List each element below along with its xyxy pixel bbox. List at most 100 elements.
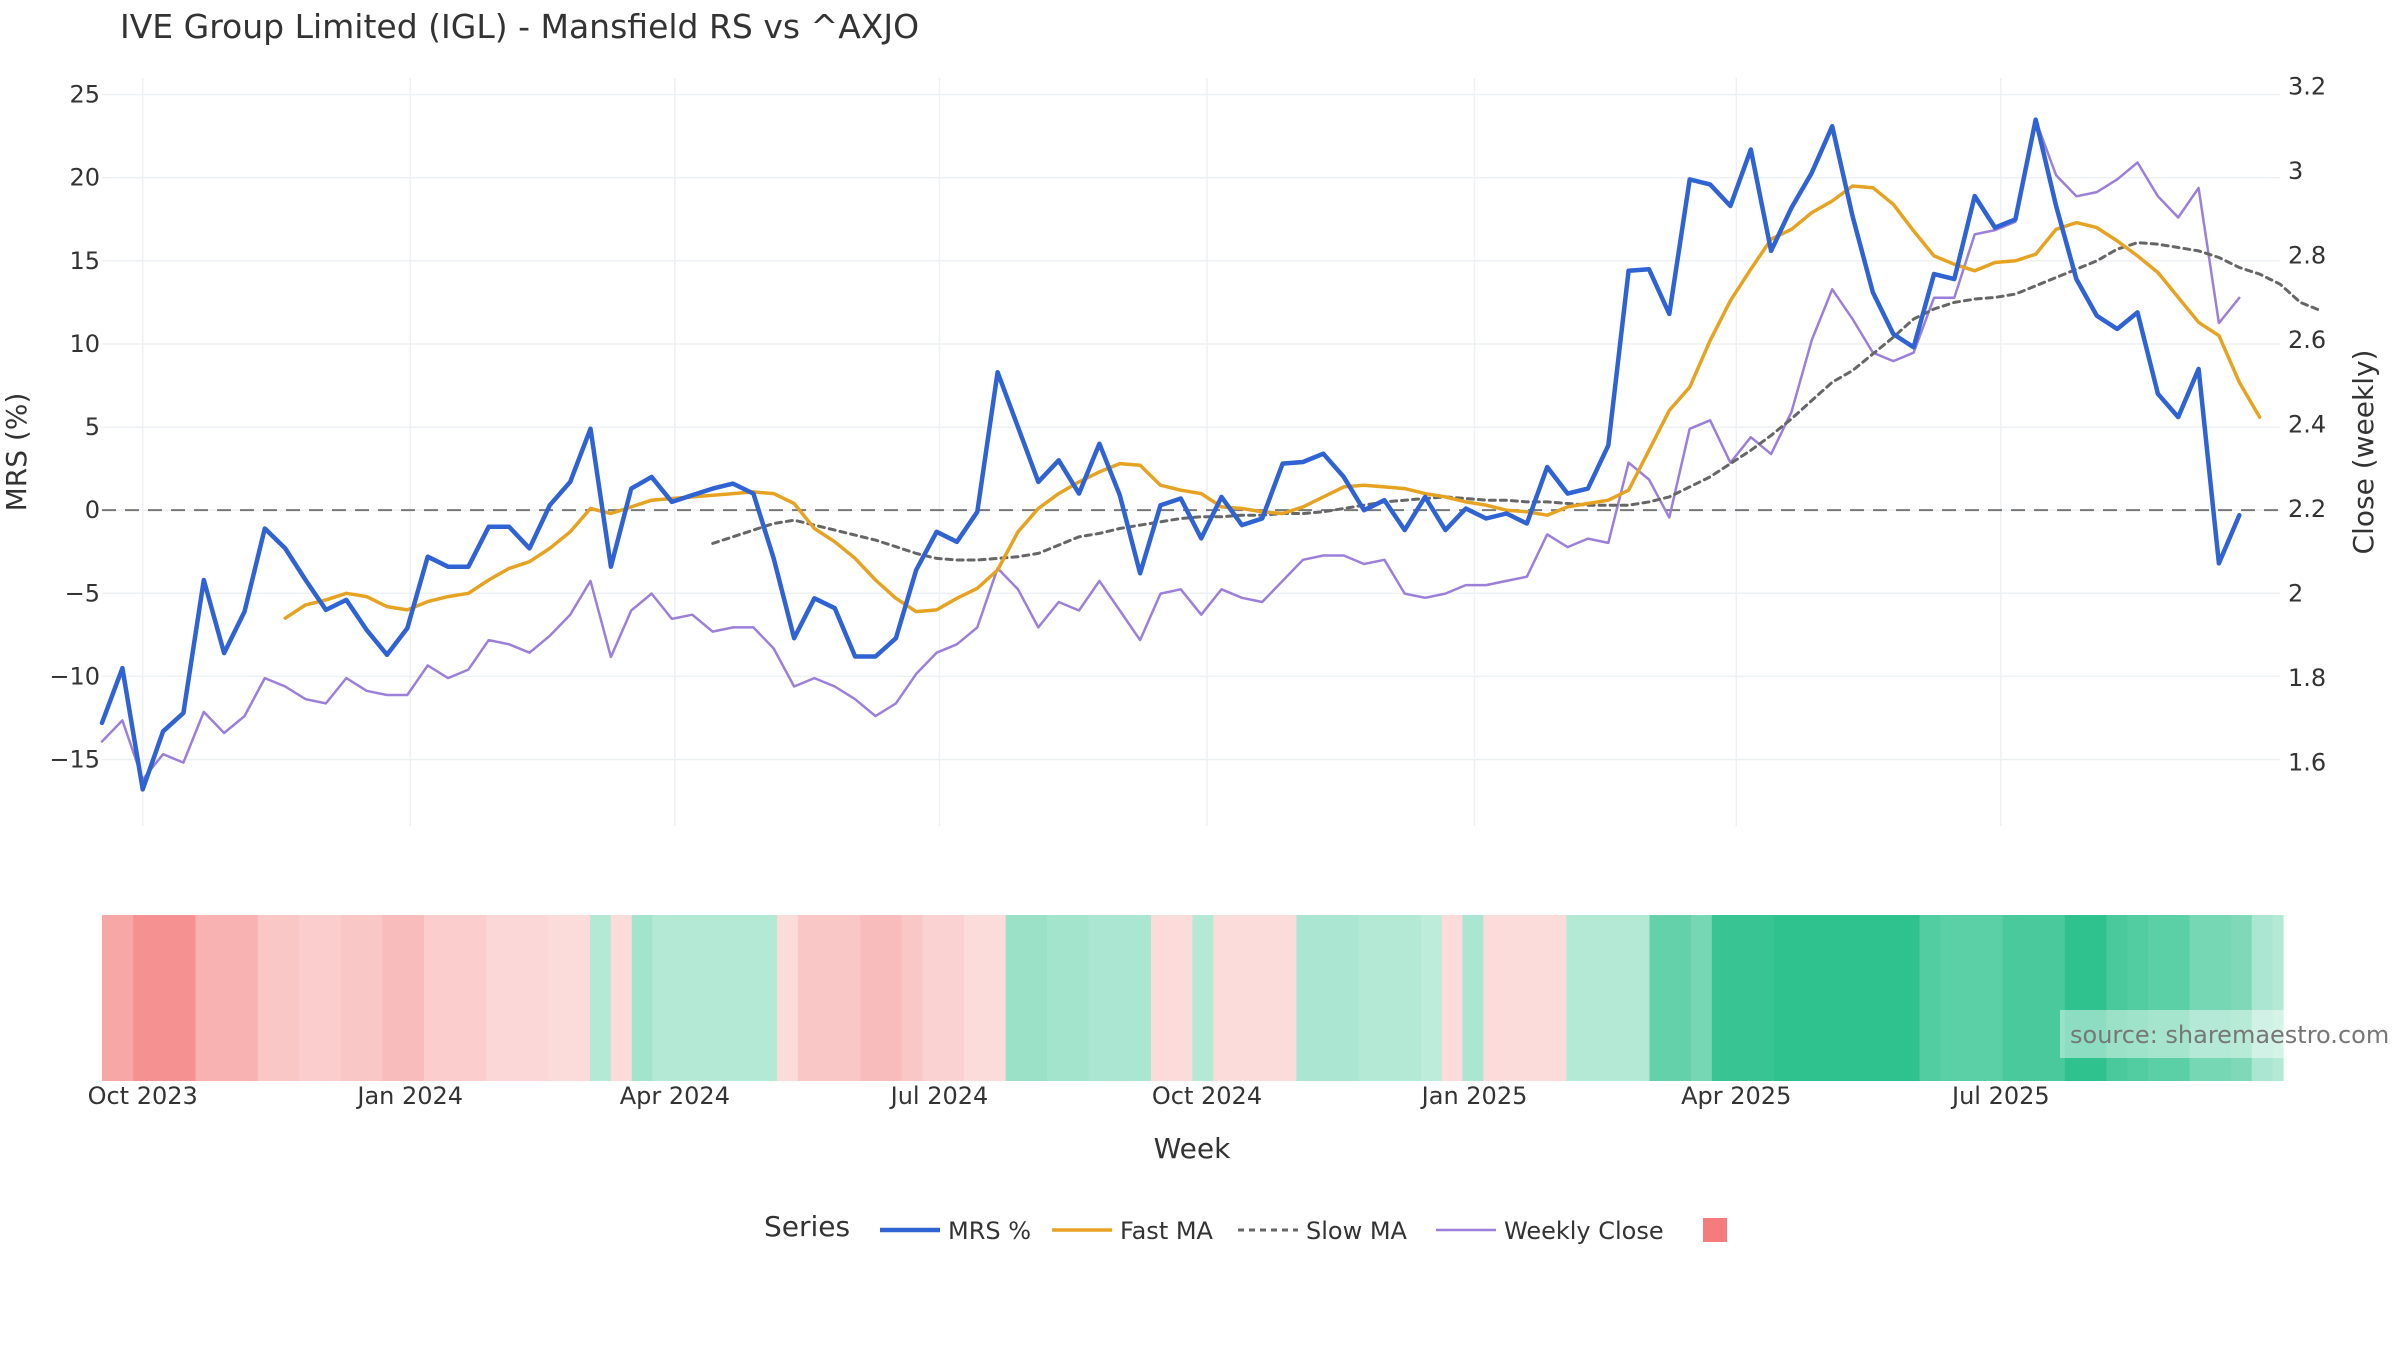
source-text: source: sharemaestro.com bbox=[2070, 1021, 2389, 1049]
heat-cell bbox=[943, 915, 965, 1081]
heat-cell bbox=[1441, 915, 1464, 1081]
heat-cell bbox=[548, 915, 570, 1081]
heat-cell bbox=[818, 915, 840, 1081]
heat-cell bbox=[299, 915, 321, 1081]
x-axis-title: Week bbox=[1154, 1132, 1231, 1165]
heat-cell bbox=[2127, 915, 2149, 1081]
heat-cell bbox=[2064, 915, 2087, 1081]
x-tick-label: Jul 2025 bbox=[1950, 1082, 2050, 1110]
heat-cell bbox=[465, 915, 487, 1081]
heat-cell bbox=[1047, 915, 1069, 1081]
heat-cell bbox=[1711, 915, 1734, 1081]
heat-cell bbox=[1940, 915, 1962, 1081]
legend-swatch-heat bbox=[1703, 1218, 1727, 1242]
legend-item-weekly-close: Weekly Close bbox=[1436, 1217, 1664, 1245]
heat-cell bbox=[1130, 915, 1152, 1081]
y-tick-label: 25 bbox=[69, 81, 100, 109]
heat-cell bbox=[1815, 915, 1837, 1081]
source-badge: source: sharemaestro.com bbox=[2060, 1010, 2390, 1058]
y2-tick-label: 2.4 bbox=[2288, 411, 2326, 439]
heat-cell bbox=[361, 915, 383, 1081]
heat-cell bbox=[133, 915, 155, 1081]
legend-label: Slow MA bbox=[1306, 1217, 1408, 1245]
heat-cell bbox=[2272, 915, 2284, 1081]
heat-cell bbox=[1898, 915, 1921, 1081]
heat-cell bbox=[2085, 915, 2108, 1081]
heat-cell bbox=[1317, 915, 1339, 1081]
y-tick-label: 10 bbox=[69, 330, 100, 358]
heat-cell bbox=[1400, 915, 1422, 1081]
heat-cell bbox=[320, 915, 342, 1081]
mrs-line bbox=[99, 117, 2242, 792]
heat-cell bbox=[1919, 915, 1941, 1081]
heat-cell bbox=[1421, 915, 1443, 1081]
y-tick-label: 15 bbox=[69, 247, 100, 275]
heat-cell bbox=[1213, 915, 1235, 1081]
heat-cell bbox=[964, 915, 986, 1081]
heat-cell bbox=[735, 915, 757, 1081]
heat-cell bbox=[1358, 915, 1381, 1081]
heat-cell bbox=[839, 915, 861, 1081]
x-tick-label: Oct 2023 bbox=[88, 1082, 198, 1110]
y2-tick-label: 1.8 bbox=[2288, 664, 2326, 692]
heat-cell bbox=[1961, 915, 1983, 1081]
heat-cell bbox=[2148, 915, 2170, 1081]
series-layer bbox=[99, 117, 2323, 792]
heat-cell bbox=[153, 915, 176, 1081]
heat-cell bbox=[112, 915, 134, 1081]
legend-item-slow-ma: Slow MA bbox=[1238, 1217, 1408, 1245]
heat-cell bbox=[2210, 915, 2232, 1081]
heat-cell bbox=[527, 915, 550, 1081]
heat-cell bbox=[1171, 915, 1194, 1081]
heat-strip bbox=[102, 915, 2284, 1081]
heat-cell bbox=[2044, 915, 2066, 1081]
heat-cell bbox=[257, 915, 280, 1081]
legend-title: Series bbox=[764, 1210, 850, 1243]
heat-cell bbox=[756, 915, 778, 1081]
y2-tick-label: 2.6 bbox=[2288, 326, 2326, 354]
heat-cell bbox=[1607, 915, 1630, 1081]
heat-cell bbox=[1296, 915, 1318, 1081]
heat-cell bbox=[631, 915, 654, 1081]
heat-cell bbox=[1234, 915, 1256, 1081]
heat-cell bbox=[1878, 915, 1900, 1081]
heat-cell bbox=[340, 915, 363, 1081]
heat-cell bbox=[1379, 915, 1401, 1081]
heat-cell bbox=[216, 915, 238, 1081]
heat-cell bbox=[1691, 915, 1713, 1081]
y-tick-label: 20 bbox=[69, 164, 100, 192]
heat-cell bbox=[1462, 915, 1484, 1081]
heat-cell bbox=[1337, 915, 1360, 1081]
weekly-close-line bbox=[100, 119, 2241, 781]
heat-cell bbox=[984, 915, 1007, 1081]
y-tick-label: 5 bbox=[85, 413, 100, 441]
y2-tick-label: 2 bbox=[2288, 580, 2303, 608]
y-axis-title: MRS (%) bbox=[0, 393, 33, 512]
heat-cell bbox=[174, 915, 197, 1081]
heat-cell bbox=[1857, 915, 1879, 1081]
heat-cell bbox=[590, 915, 612, 1081]
legend-item-fast-ma: Fast MA bbox=[1052, 1217, 1214, 1245]
x-tick-label: Jul 2024 bbox=[889, 1082, 989, 1110]
heat-cell bbox=[237, 915, 259, 1081]
heat-cell bbox=[278, 915, 300, 1081]
legend: Series MRS % Fast MA Slow MA Weekly Close bbox=[764, 1210, 1727, 1245]
heat-cell bbox=[1753, 915, 1775, 1081]
x-tick-label: Jan 2025 bbox=[1420, 1082, 1528, 1110]
heat-cell bbox=[610, 915, 633, 1081]
heat-cell bbox=[1151, 915, 1173, 1081]
heat-cell bbox=[1005, 915, 1027, 1081]
heat-cell bbox=[1483, 915, 1505, 1081]
heat-cell bbox=[403, 915, 425, 1081]
heat-cell bbox=[444, 915, 467, 1081]
heat-cell bbox=[1524, 915, 1547, 1081]
heat-cell bbox=[673, 915, 695, 1081]
heat-cell bbox=[714, 915, 737, 1081]
heat-cell bbox=[880, 915, 903, 1081]
y-tick-label: −10 bbox=[49, 662, 100, 690]
heat-cell bbox=[2231, 915, 2253, 1081]
heat-cell bbox=[1109, 915, 1131, 1081]
heat-cell bbox=[1067, 915, 1090, 1081]
